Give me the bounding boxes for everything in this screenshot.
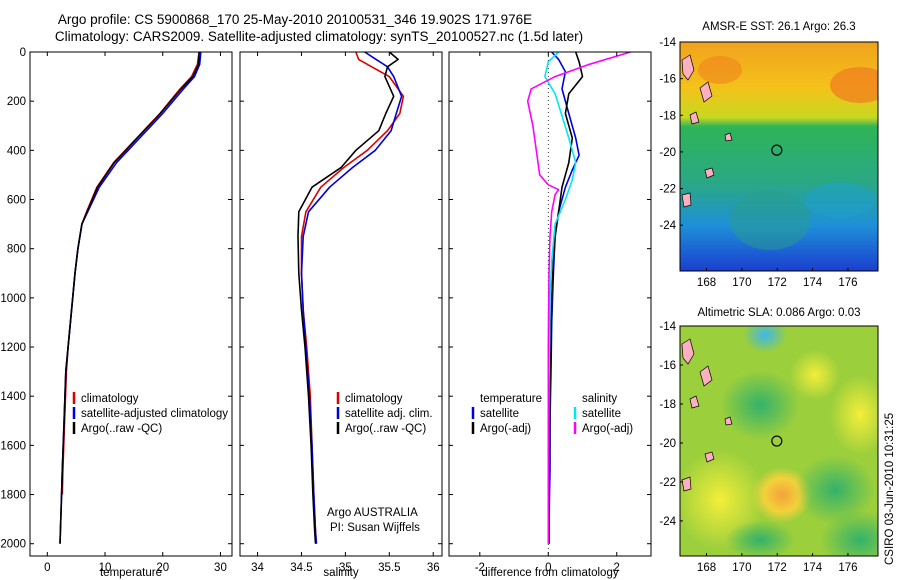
y-tick-label: 1200 <box>0 342 26 354</box>
x-tick-label: 36 <box>427 562 440 574</box>
y-tick-label: 1000 <box>0 293 26 305</box>
legend-label-sal-argo: Argo(-adj) <box>582 423 633 435</box>
legend-label-climatology: climatology <box>81 393 139 405</box>
credit-pi: PI: Susan Wijffels <box>330 522 420 534</box>
legend-difference: temperature salinity satellite Argo(-adj… <box>471 393 633 435</box>
x-tick-label: 0 <box>545 562 551 574</box>
argo-location-marker <box>771 435 783 447</box>
x-tick-label: 2 <box>614 562 620 574</box>
legend-label-argo: Argo(..raw -QC) <box>81 423 162 435</box>
x-tick-label: 172 <box>768 277 787 289</box>
islands-sla <box>681 338 733 492</box>
y-tick-label: -14 <box>659 321 676 333</box>
x-tick-label: 30 <box>214 562 227 574</box>
y-tick-label: 1600 <box>0 440 26 452</box>
x-axis-label: salinity <box>323 567 358 579</box>
series-line-argo-raw-qc- <box>297 51 399 544</box>
plot-frame <box>448 51 652 557</box>
y-tick-label: 1400 <box>0 391 26 403</box>
y-tick-label: -16 <box>659 74 676 86</box>
series-line-argo-raw-qc- <box>59 51 200 544</box>
legend-label-satellite: satellite adj. clim. <box>345 408 433 420</box>
y-tick-label: -18 <box>659 399 676 411</box>
chart-salinity: 34 34.5 35 35.5 36 salinity <box>239 51 443 579</box>
legend-label-satellite: satellite-adjusted climatology <box>81 408 228 420</box>
y-tick-label: 600 <box>7 195 26 207</box>
y-tick-label: -20 <box>659 438 676 450</box>
series-line-satellite-adj-clim- <box>300 51 403 544</box>
x-tick-label: 10 <box>99 562 112 574</box>
legend-label-climatology: climatology <box>345 393 403 405</box>
y-tick-label: -18 <box>659 110 676 122</box>
series-line-temperature-argo-adj- <box>548 51 584 544</box>
y-tick-label: -24 <box>659 220 676 232</box>
legend-header-salinity: salinity <box>582 393 617 405</box>
x-tick-label: 176 <box>838 562 857 574</box>
y-tick-label: 400 <box>7 145 26 157</box>
sst-map-title: AMSR-E SST: 26.1 Argo: 26.3 <box>702 21 855 33</box>
plot-frame <box>239 51 443 557</box>
legend-temperature: climatology satellite-adjusted climatolo… <box>72 392 228 435</box>
x-axis-label: difference from climatology <box>481 567 618 579</box>
legend-label-temp-argo: Argo(-adj) <box>480 423 531 435</box>
x-tick-label: 0 <box>44 562 50 574</box>
series-line-salinity-satellite <box>544 51 577 544</box>
legend-salinity: climatology satellite adj. clim. Argo(..… <box>327 392 433 534</box>
x-tick-label: 168 <box>697 277 716 289</box>
chart-altimetric-sla: 168 170 172 174 176 -14 -16 -18 -20 -22 -24 <box>659 321 879 574</box>
series-line-climatology <box>300 51 405 544</box>
x-tick-label: 34.5 <box>290 562 312 574</box>
x-tick-label: 35.5 <box>378 562 400 574</box>
y-tick-label: 800 <box>7 244 26 256</box>
y-tick-label: -14 <box>659 37 676 49</box>
sla-map-title: Altimetric SLA: 0.086 Argo: 0.03 <box>697 307 860 319</box>
y-tick-label: -16 <box>659 360 676 372</box>
chart-title-line-1: Argo profile: CS 5900868_170 25-May-2010… <box>57 12 533 27</box>
x-tick-label: 35 <box>339 562 352 574</box>
x-tick-label: 168 <box>697 562 716 574</box>
plot-frame <box>29 51 233 557</box>
chart-title-line-2: Climatology: CARS2009. Satellite-adjuste… <box>54 29 584 44</box>
series-line-satellite-adjusted-climatology <box>59 51 202 544</box>
x-tick-label: 172 <box>768 562 787 574</box>
y-tick-label: 200 <box>7 96 26 108</box>
y-tick-label: 2000 <box>0 539 26 551</box>
series-line-salinity-argo-adj- <box>526 51 631 544</box>
sla-map-field <box>680 326 878 556</box>
y-tick-label: -22 <box>659 184 676 196</box>
x-tick-label: 176 <box>838 277 857 289</box>
series-line-temperature-satellite <box>548 51 580 544</box>
argo-location-marker <box>771 144 783 156</box>
credit-org: Argo AUSTRALIA <box>327 507 418 519</box>
chart-temperature: 0 200 400 600 800 1000 1200 1400 1600 1800 2000 0 10… <box>0 47 233 579</box>
sst-map-field <box>680 42 878 271</box>
islands-sst <box>681 54 733 208</box>
x-tick-label: 174 <box>803 277 823 289</box>
y-tick-label: 1800 <box>0 490 26 502</box>
timestamp-stamp: CSIRO 03-Jun-2010 10:31:25 <box>884 413 896 565</box>
x-tick-label: 34 <box>251 562 264 574</box>
x-tick-label: 174 <box>803 562 823 574</box>
y-tick-label: -24 <box>659 516 676 528</box>
legend-label-temp-satellite: satellite <box>480 408 519 420</box>
map-frame <box>679 325 879 557</box>
y-tick-label: -22 <box>659 477 676 489</box>
x-tick-label: 170 <box>732 562 751 574</box>
y-tick-label: 0 <box>20 47 26 59</box>
legend-label-argo: Argo(..raw -QC) <box>345 423 426 435</box>
map-frame <box>679 41 879 272</box>
legend-header-temperature: temperature <box>480 393 542 405</box>
x-tick-label: 170 <box>732 277 751 289</box>
y-tick-label: -20 <box>659 147 676 159</box>
x-tick-label: 20 <box>156 562 169 574</box>
chart-amsre-sst: 168 170 172 174 176 -14 -16 -18 -20 -22 -24 <box>659 37 879 289</box>
x-axis-label: temperature <box>100 567 162 579</box>
x-tick-label: -2 <box>475 562 485 574</box>
legend-label-sal-satellite: satellite <box>582 408 621 420</box>
